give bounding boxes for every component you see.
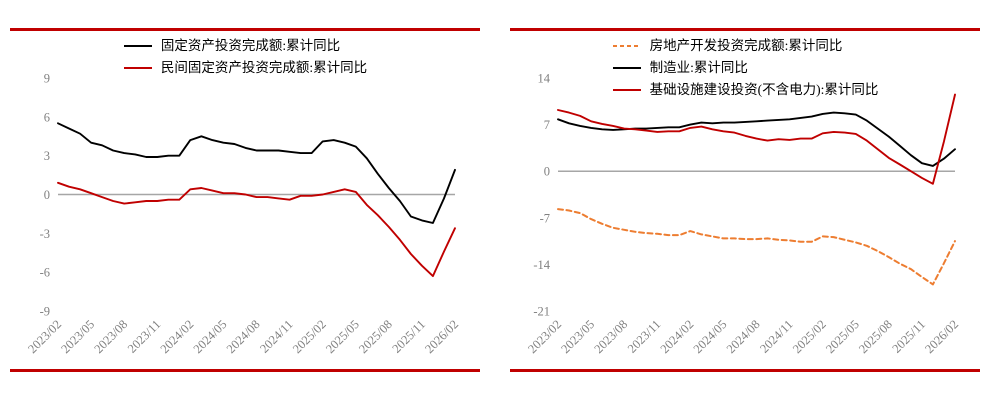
x-tick-label: 2024/02 [158,317,197,356]
x-tick-label: 2024/08 [224,317,263,356]
bottom-accent-rule-right [510,369,980,372]
x-tick-label: 2024/05 [691,317,730,356]
chart-svg-0: 9630-3-6-92023/022023/052023/082023/1120… [25,72,461,357]
x-tick-label: 2023/08 [91,317,130,356]
y-tick-label: -9 [40,305,50,319]
x-tick-label: 2025/05 [823,317,862,356]
right-chart-panel: 房地产开发投资完成额:累计同比 制造业:累计同比 基础设施建设投资(不含电力):累计… [510,28,980,372]
y-tick-label: -6 [40,266,50,280]
top-accent-rule-left [10,28,480,31]
y-tick-label: 7 [544,118,550,132]
series-line-0 [557,208,956,286]
x-tick-label: 2024/02 [658,317,697,356]
chart-svg-1: 14 7 0 -7 -14 -212023/022023/052023/082023/11… [525,72,961,357]
x-tick-label: 2026/02 [922,317,961,356]
x-tick-label: 2024/08 [724,317,763,356]
y-tick-label: 6 [44,110,50,124]
x-tick-label: 2025/11 [389,317,428,356]
left-chart-panel: 固定资产投资完成额:累计同比 民间固定资产投资完成额:累计同比 9 6 3 0 -3 -6-… [10,28,480,372]
x-tick-label: 2023/05 [558,317,597,356]
x-tick-label: 2025/02 [790,317,829,356]
x-tick-label: 2025/05 [323,317,362,356]
x-tick-label: 2025/08 [356,317,395,356]
x-tick-label: 2024/11 [757,317,796,356]
y-tick-label: 9 [44,72,50,86]
x-tick-label: 2023/08 [591,317,630,356]
y-tick-label: 3 [44,149,50,163]
page: 固定资产投资完成额:累计同比 民间固定资产投资完成额:累计同比 9 6 3 0 -3 -6-… [10,28,980,372]
y-tick-label: -14 [533,258,550,272]
x-tick-label: 2023/02 [25,317,64,356]
y-tick-label: -7 [540,211,550,225]
series-line-1 [57,181,456,278]
x-tick-label: 2024/11 [257,317,296,356]
x-tick-label: 2023/11 [125,317,164,356]
x-tick-label: 2026/02 [422,317,461,356]
bottom-accent-rule-left [10,369,480,372]
y-tick-label: -21 [533,305,550,319]
top-accent-rule-right [510,28,980,31]
y-tick-label: 0 [544,165,550,179]
x-tick-label: 2023/02 [525,317,564,356]
y-tick-label: 14 [538,72,551,86]
y-tick-label: -3 [40,227,50,241]
y-tick-label: 0 [44,188,50,202]
series-line-2 [557,93,956,185]
x-tick-label: 2023/11 [625,317,664,356]
series-line-0 [57,122,456,224]
x-tick-label: 2024/05 [191,317,230,356]
x-tick-label: 2025/11 [889,317,928,356]
x-tick-label: 2025/02 [290,317,329,356]
x-tick-label: 2025/08 [856,317,895,356]
x-tick-label: 2023/05 [58,317,97,356]
